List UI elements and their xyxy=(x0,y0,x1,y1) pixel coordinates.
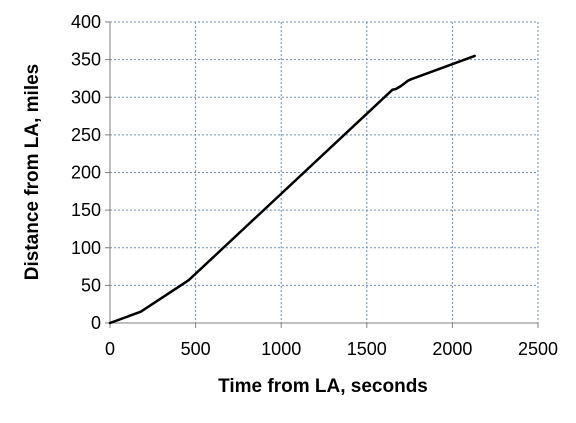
y-tick-label: 350 xyxy=(71,50,101,70)
y-tick-label: 100 xyxy=(71,238,101,258)
y-axis-title: Distance from LA, miles xyxy=(22,64,43,280)
y-tick-label: 200 xyxy=(71,163,101,183)
y-tick-label: 400 xyxy=(71,12,101,32)
series-layer xyxy=(108,54,476,325)
series-line xyxy=(108,54,476,325)
grid-layer xyxy=(110,21,539,323)
x-axis-title: Time from LA, seconds xyxy=(218,376,428,397)
y-tick-label: 50 xyxy=(81,275,101,295)
x-tick-label: 500 xyxy=(181,339,211,359)
x-tick-label: 2500 xyxy=(518,339,558,359)
tick-label-layer: 0 50 100 150 200 250 300 350 400 0 500 1000 1500 2000… xyxy=(71,12,558,359)
x-tick-label: 0 xyxy=(105,339,115,359)
y-tick-label: 150 xyxy=(71,200,101,220)
x-tick-label: 1500 xyxy=(347,339,387,359)
y-tick-label: 0 xyxy=(91,313,101,333)
axis-layer xyxy=(105,21,539,328)
x-tick-label: 2000 xyxy=(432,339,472,359)
y-tick-label: 250 xyxy=(71,125,101,145)
x-tick-label: 1000 xyxy=(261,339,301,359)
y-tick-label: 300 xyxy=(71,87,101,107)
